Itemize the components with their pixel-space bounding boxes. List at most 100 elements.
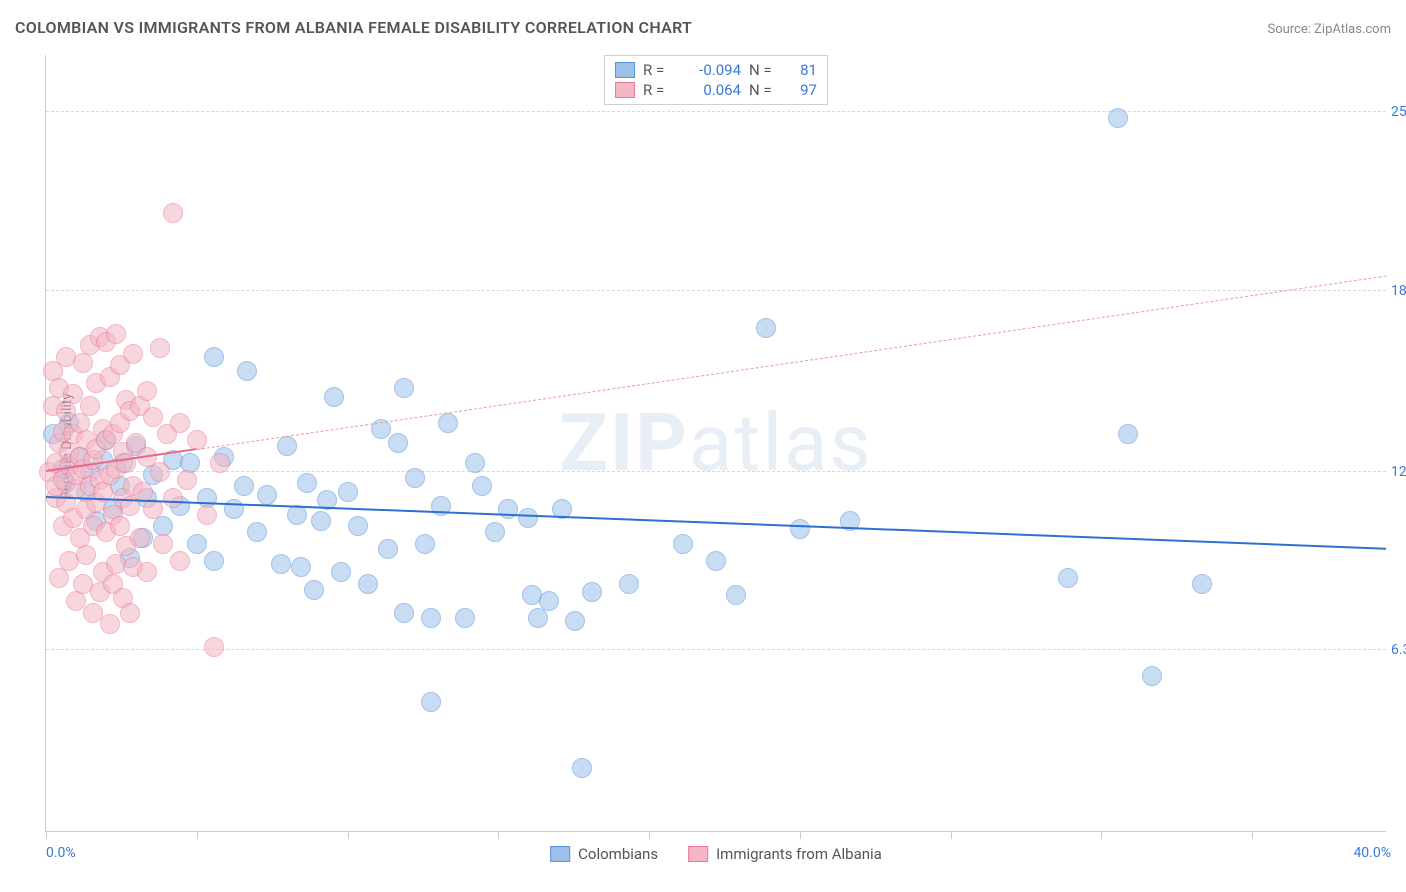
- scatter-point: [455, 608, 475, 628]
- scatter-point: [204, 551, 224, 571]
- scatter-point: [706, 551, 726, 571]
- scatter-point: [1058, 568, 1078, 588]
- legend-stats-row: R =0.064N =97: [615, 80, 817, 100]
- scatter-point: [565, 611, 585, 631]
- scatter-point: [120, 603, 140, 623]
- scatter-point: [73, 353, 93, 373]
- scatter-point: [170, 413, 190, 433]
- scatter-point: [210, 453, 230, 473]
- scatter-point: [790, 519, 810, 539]
- scatter-point: [150, 462, 170, 482]
- scatter-point: [582, 582, 602, 602]
- grid-line: [46, 649, 1386, 650]
- scatter-point: [204, 347, 224, 367]
- scatter-point: [163, 203, 183, 223]
- scatter-point: [137, 562, 157, 582]
- scatter-point: [49, 568, 69, 588]
- scatter-point: [518, 508, 538, 528]
- source-label: Source: ZipAtlas.com: [1267, 22, 1391, 37]
- xtick: [46, 831, 47, 839]
- scatter-point: [539, 591, 559, 611]
- xtick: [197, 831, 198, 839]
- scatter-point: [237, 361, 257, 381]
- xtick: [649, 831, 650, 839]
- scatter-point: [187, 534, 207, 554]
- scatter-point: [378, 539, 398, 559]
- trend-line: [197, 275, 1386, 449]
- scatter-point: [130, 528, 150, 548]
- scatter-point: [170, 551, 190, 571]
- plot-area: ZIPatlas 6.3%12.5%18.8%25.0%0.0%40.0%R =…: [45, 55, 1386, 832]
- scatter-point: [394, 603, 414, 623]
- scatter-point: [324, 387, 344, 407]
- scatter-point: [137, 381, 157, 401]
- scatter-point: [291, 557, 311, 577]
- legend-series-label: Colombians: [578, 845, 658, 863]
- scatter-point: [1108, 108, 1128, 128]
- scatter-point: [163, 488, 183, 508]
- legend-R-label: R =: [643, 81, 673, 99]
- scatter-point: [1192, 574, 1212, 594]
- scatter-point: [123, 344, 143, 364]
- watermark-rest: atlas: [689, 396, 873, 490]
- scatter-point: [673, 534, 693, 554]
- legend-swatch: [550, 846, 570, 862]
- scatter-point: [338, 482, 358, 502]
- legend-swatch: [615, 82, 635, 98]
- scatter-point: [271, 554, 291, 574]
- scatter-point: [153, 534, 173, 554]
- scatter-point: [438, 413, 458, 433]
- scatter-point: [394, 378, 414, 398]
- trend-line: [46, 496, 1386, 550]
- scatter-point: [388, 433, 408, 453]
- scatter-point: [311, 511, 331, 531]
- legend-series-item: Colombians: [550, 845, 658, 863]
- xtick: [1101, 831, 1102, 839]
- scatter-point: [421, 608, 441, 628]
- scatter-point: [204, 637, 224, 657]
- scatter-point: [234, 476, 254, 496]
- scatter-point: [110, 516, 130, 536]
- scatter-point: [472, 476, 492, 496]
- scatter-point: [528, 608, 548, 628]
- ytick-label: 12.5%: [1391, 464, 1406, 480]
- scatter-point: [150, 338, 170, 358]
- watermark-bold: ZIP: [559, 396, 689, 490]
- scatter-point: [106, 324, 126, 344]
- scatter-point: [143, 407, 163, 427]
- xtick: [348, 831, 349, 839]
- legend-R-label: R =: [643, 61, 673, 79]
- legend-series-item: Immigrants from Albania: [688, 845, 882, 863]
- scatter-point: [415, 534, 435, 554]
- ytick-label: 6.3%: [1391, 642, 1406, 658]
- scatter-point: [197, 505, 217, 525]
- scatter-point: [297, 473, 317, 493]
- legend-N-label: N =: [749, 81, 779, 99]
- xtick: [800, 831, 801, 839]
- legend-stats: R =-0.094N =81R =0.064N =97: [604, 55, 828, 105]
- legend-N-value: 97: [787, 81, 817, 99]
- scatter-point: [348, 516, 368, 536]
- legend-swatch: [688, 846, 708, 862]
- scatter-point: [304, 580, 324, 600]
- scatter-point: [1142, 666, 1162, 686]
- xtick: [951, 831, 952, 839]
- legend-N-value: 81: [787, 61, 817, 79]
- grid-line: [46, 111, 1386, 112]
- scatter-point: [1118, 424, 1138, 444]
- scatter-point: [619, 574, 639, 594]
- scatter-point: [177, 470, 197, 490]
- legend-R-value: -0.094: [681, 61, 741, 79]
- grid-line: [46, 471, 1386, 472]
- xlim-max-label: 40.0%: [1353, 845, 1391, 861]
- scatter-point: [465, 453, 485, 473]
- scatter-point: [100, 614, 120, 634]
- scatter-point: [421, 692, 441, 712]
- scatter-point: [331, 562, 351, 582]
- xtick: [1252, 831, 1253, 839]
- ytick-label: 25.0%: [1391, 104, 1406, 120]
- scatter-point: [572, 758, 592, 778]
- scatter-point: [76, 545, 96, 565]
- ytick-label: 18.8%: [1391, 283, 1406, 299]
- scatter-point: [756, 318, 776, 338]
